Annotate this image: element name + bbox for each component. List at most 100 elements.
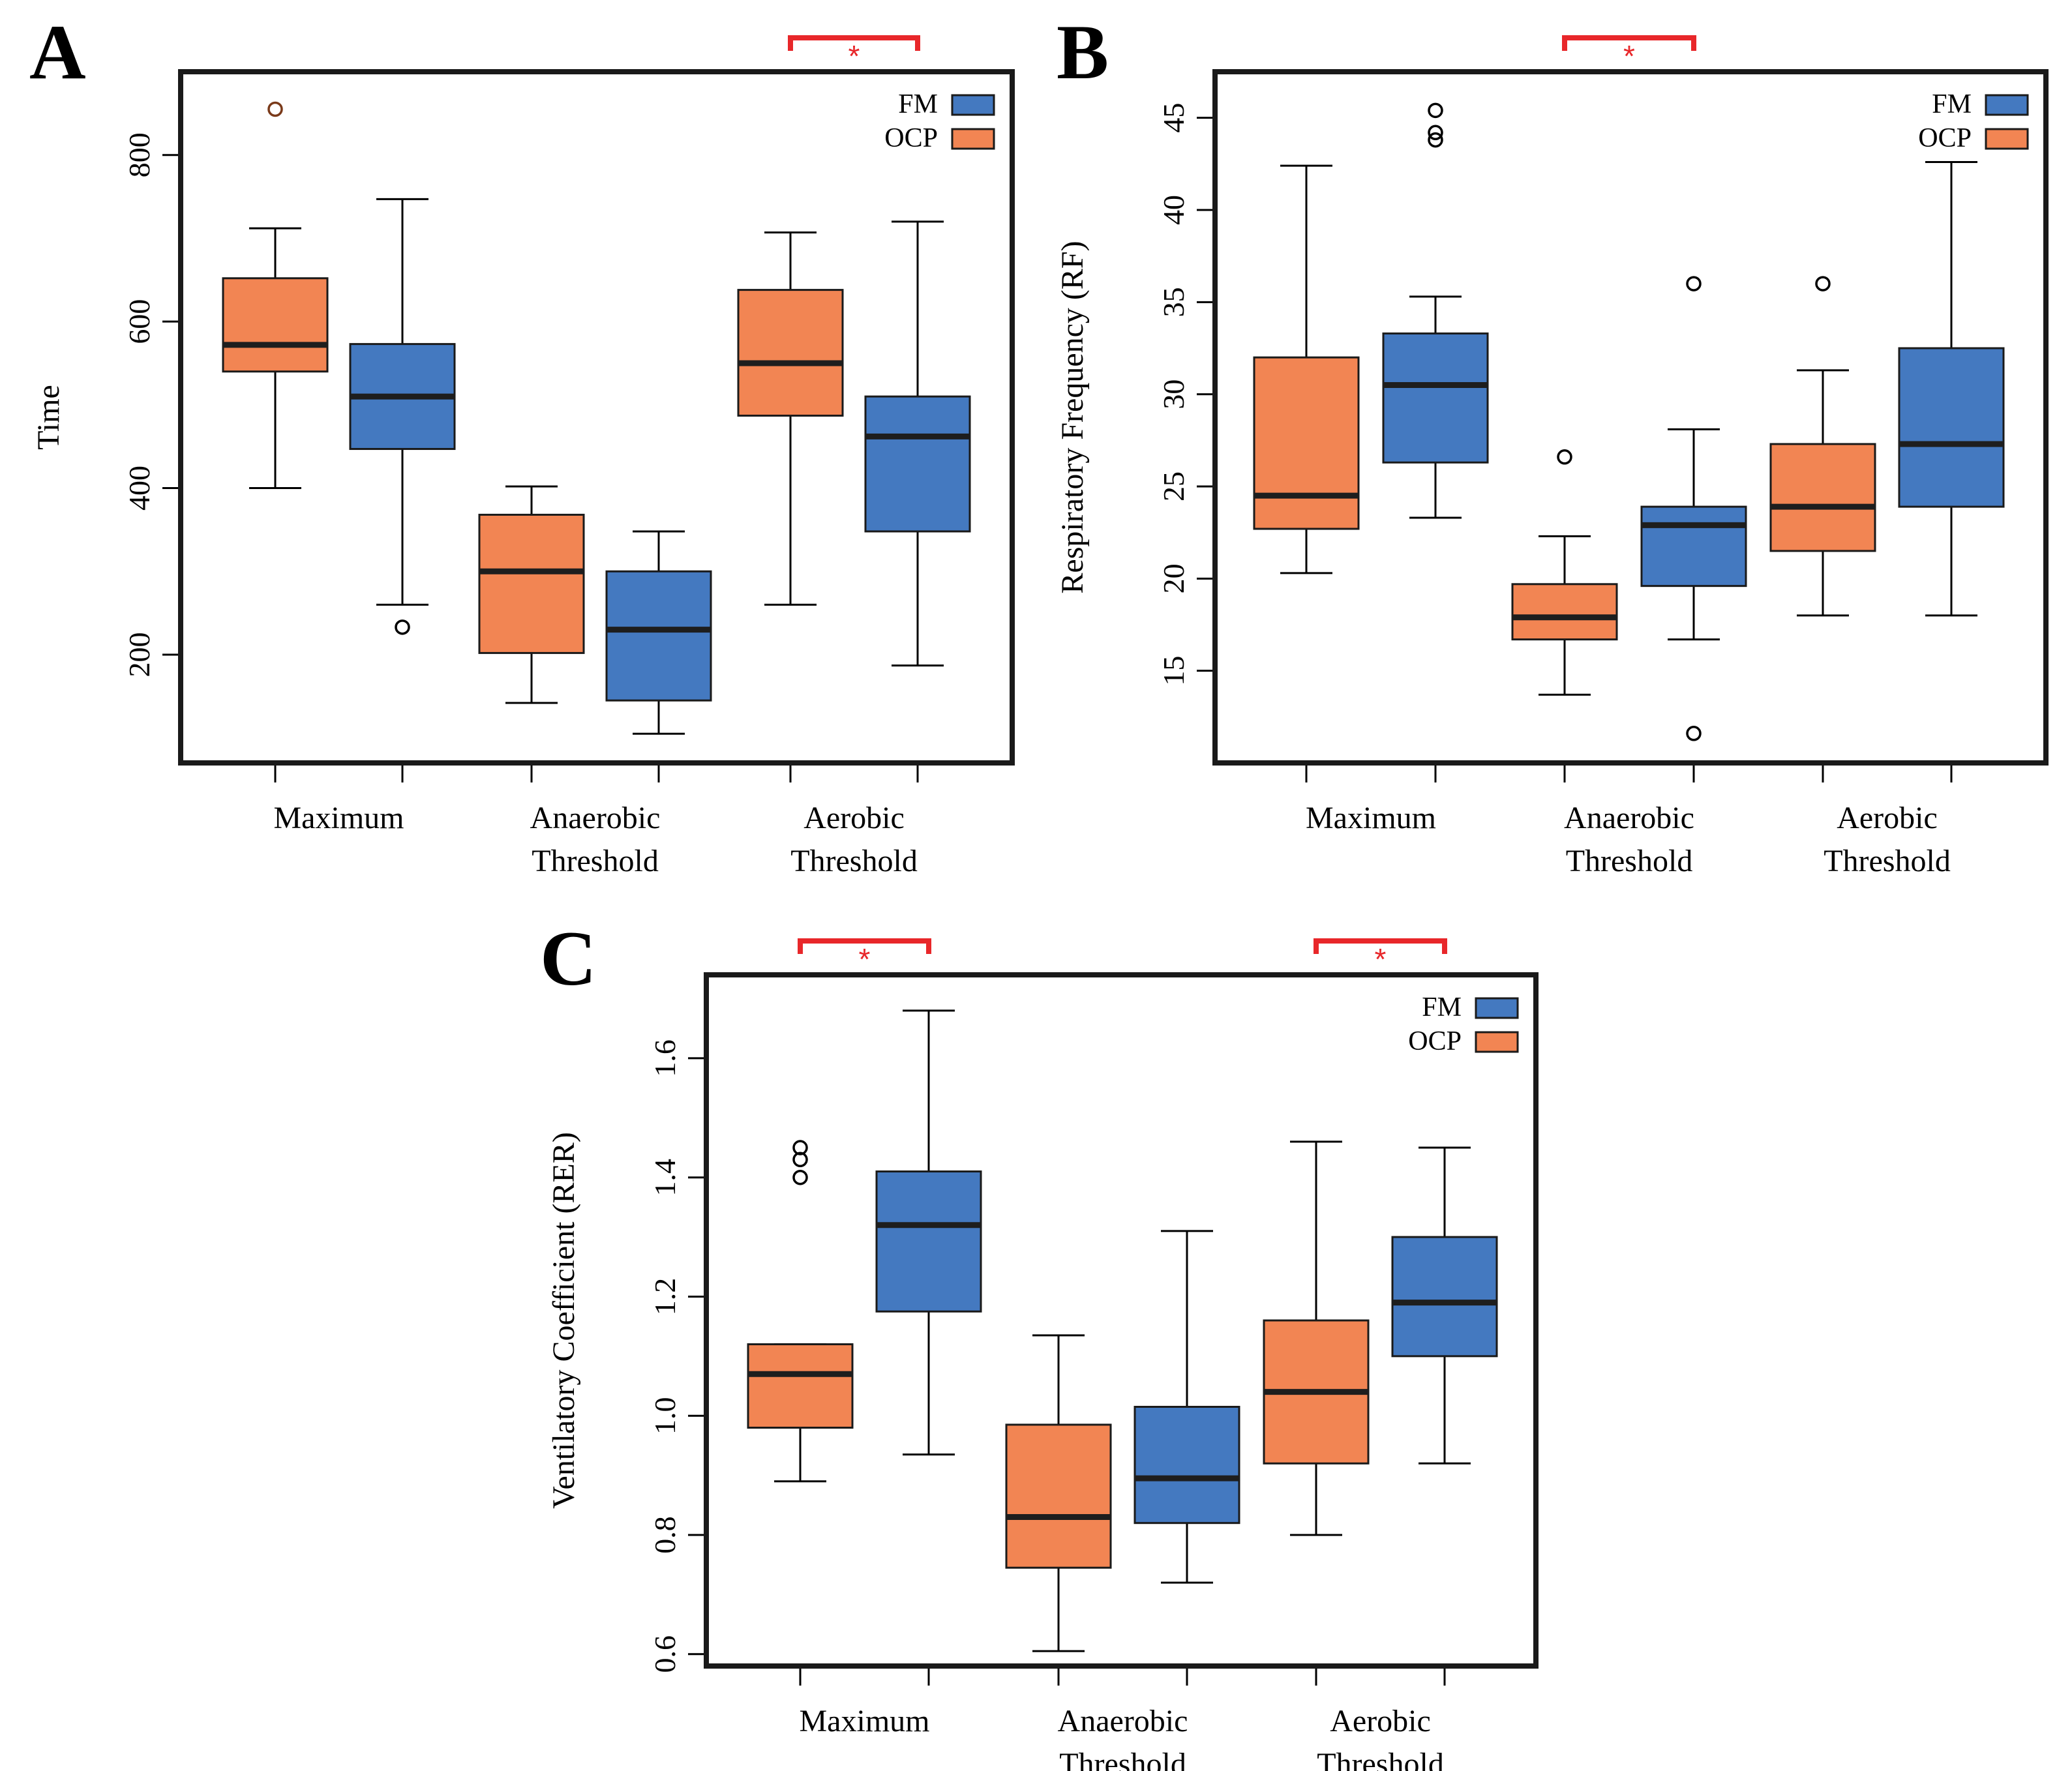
y-tick-label: 800: [123, 132, 156, 177]
y-tick-label: 20: [1157, 563, 1190, 593]
box-iqr: [1898, 347, 2005, 508]
x-category-label: Anaerobic: [530, 801, 661, 835]
box-ocp: [1511, 449, 1618, 696]
y-tick-label: 1.6: [648, 1039, 682, 1077]
box-iqr: [222, 277, 329, 373]
x-category-label: Threshold: [1317, 1747, 1444, 1771]
x-category-label: Maximum: [1306, 801, 1436, 835]
y-tick-label: 40: [1157, 195, 1190, 225]
y-tick-label: 25: [1157, 471, 1190, 501]
outlier-point: [1428, 125, 1443, 141]
box-iqr: [864, 395, 971, 533]
box-iqr: [1005, 1423, 1112, 1569]
outlier-point: [1686, 276, 1702, 291]
legend-label-ocp: OCP: [884, 123, 938, 153]
box-ocp: [1263, 1140, 1370, 1536]
x-category-label: Maximum: [274, 801, 404, 835]
panel-b: B 15 20 25 30 35 40 45 Respiratory Frequency (RF…: [1055, 8, 2049, 878]
box-fm: [864, 220, 971, 667]
x-category-label: Threshold: [532, 844, 659, 878]
outlier-point: [792, 1169, 808, 1185]
y-tick-label: 0.6: [648, 1635, 682, 1673]
outlier-point: [1428, 102, 1443, 119]
x-category-label: Threshold: [790, 844, 918, 878]
legend-label-ocp: OCP: [1408, 1026, 1462, 1056]
y-tick-label: 45: [1157, 103, 1190, 133]
legend-swatch-fm: [951, 94, 995, 116]
box-iqr: [1134, 1406, 1240, 1525]
x-category-label: Aerobic: [1837, 801, 1938, 835]
significance-bracket: [798, 938, 931, 954]
legend-swatch-fm: [1985, 94, 2029, 116]
box-iqr: [478, 513, 585, 654]
box-iqr: [1391, 1236, 1498, 1358]
box-ocp: [737, 231, 844, 606]
panel-letter: B: [1057, 8, 1109, 95]
legend-swatch-ocp: [951, 128, 995, 150]
y-axis-label: Ventilatory Coefficient (RER): [547, 1132, 581, 1509]
y-tick-label: 0.8: [648, 1516, 682, 1554]
box-iqr: [737, 289, 844, 417]
significance-star: *: [1623, 39, 1635, 73]
x-category-label: Threshold: [1824, 844, 1951, 878]
box-iqr: [1769, 443, 1876, 552]
outlier-point: [1428, 132, 1443, 148]
x-category-label: Aerobic: [803, 801, 905, 835]
box-fm: [1382, 102, 1489, 519]
legend-label-fm: FM: [1422, 992, 1462, 1022]
legend-swatch-fm: [1475, 997, 1519, 1019]
y-tick-label: 1.4: [648, 1159, 682, 1197]
box-iqr: [875, 1170, 982, 1313]
y-tick-label: 1.2: [648, 1278, 682, 1316]
panel-c: C 0.6 0.8 1.0 1.2 1.4 1.6 Ventilatory Coefficie…: [540, 915, 1539, 1771]
significance-bracket: [1562, 35, 1696, 51]
outlier-point: [1686, 726, 1702, 741]
legend-label-ocp: OCP: [1918, 123, 1972, 153]
x-category-label: Maximum: [800, 1704, 930, 1738]
box-iqr: [747, 1343, 854, 1429]
outlier-point: [1815, 276, 1831, 291]
box-fm: [1391, 1146, 1498, 1465]
x-category-label: Threshold: [1566, 844, 1693, 878]
significance-bracket: [1314, 938, 1447, 954]
box-ocp: [222, 101, 329, 490]
x-category-label: Anaerobic: [1564, 801, 1694, 835]
box-iqr: [605, 570, 712, 702]
outlier-point: [395, 619, 410, 635]
y-axis-label: Respiratory Frequency (RF): [1055, 241, 1090, 593]
panel-letter: A: [29, 8, 86, 95]
plot-frame: [178, 69, 1015, 766]
outlier-point: [267, 101, 283, 117]
significance-star: *: [859, 942, 871, 976]
box-ocp: [478, 485, 585, 704]
x-category-label: Threshold: [1059, 1747, 1186, 1771]
box-iqr: [1253, 356, 1360, 530]
y-axis-label: Time: [31, 385, 66, 450]
panel-a: A 200 400 600 800 Time Maximum Anaerobic Thresho…: [29, 8, 1015, 878]
legend-label-fm: FM: [1932, 89, 1972, 119]
box-fm: [1134, 1230, 1240, 1584]
legend-swatch-ocp: [1985, 128, 2029, 150]
legend-swatch-ocp: [1475, 1031, 1519, 1053]
y-tick-label: 15: [1157, 656, 1190, 686]
x-category-label: Aerobic: [1330, 1704, 1431, 1738]
box-fm: [1898, 161, 2005, 617]
box-fm: [349, 198, 456, 635]
x-category-label: Anaerobic: [1058, 1704, 1188, 1738]
legend-label-fm: FM: [898, 89, 938, 119]
box-fm: [875, 1009, 982, 1456]
box-fm: [605, 530, 712, 735]
box-ocp: [747, 1140, 854, 1483]
outlier-point: [792, 1140, 808, 1155]
panel-letter: C: [540, 915, 597, 1002]
outlier-point: [1557, 449, 1572, 465]
box-ocp: [1005, 1334, 1112, 1652]
y-tick-label: 200: [123, 632, 156, 677]
y-tick-label: 600: [123, 299, 156, 344]
y-tick-label: 35: [1157, 287, 1190, 317]
box-iqr: [1640, 505, 1747, 588]
box-fm: [1640, 276, 1747, 741]
box-iqr: [1511, 583, 1618, 641]
y-tick-label: 1.0: [648, 1397, 682, 1435]
